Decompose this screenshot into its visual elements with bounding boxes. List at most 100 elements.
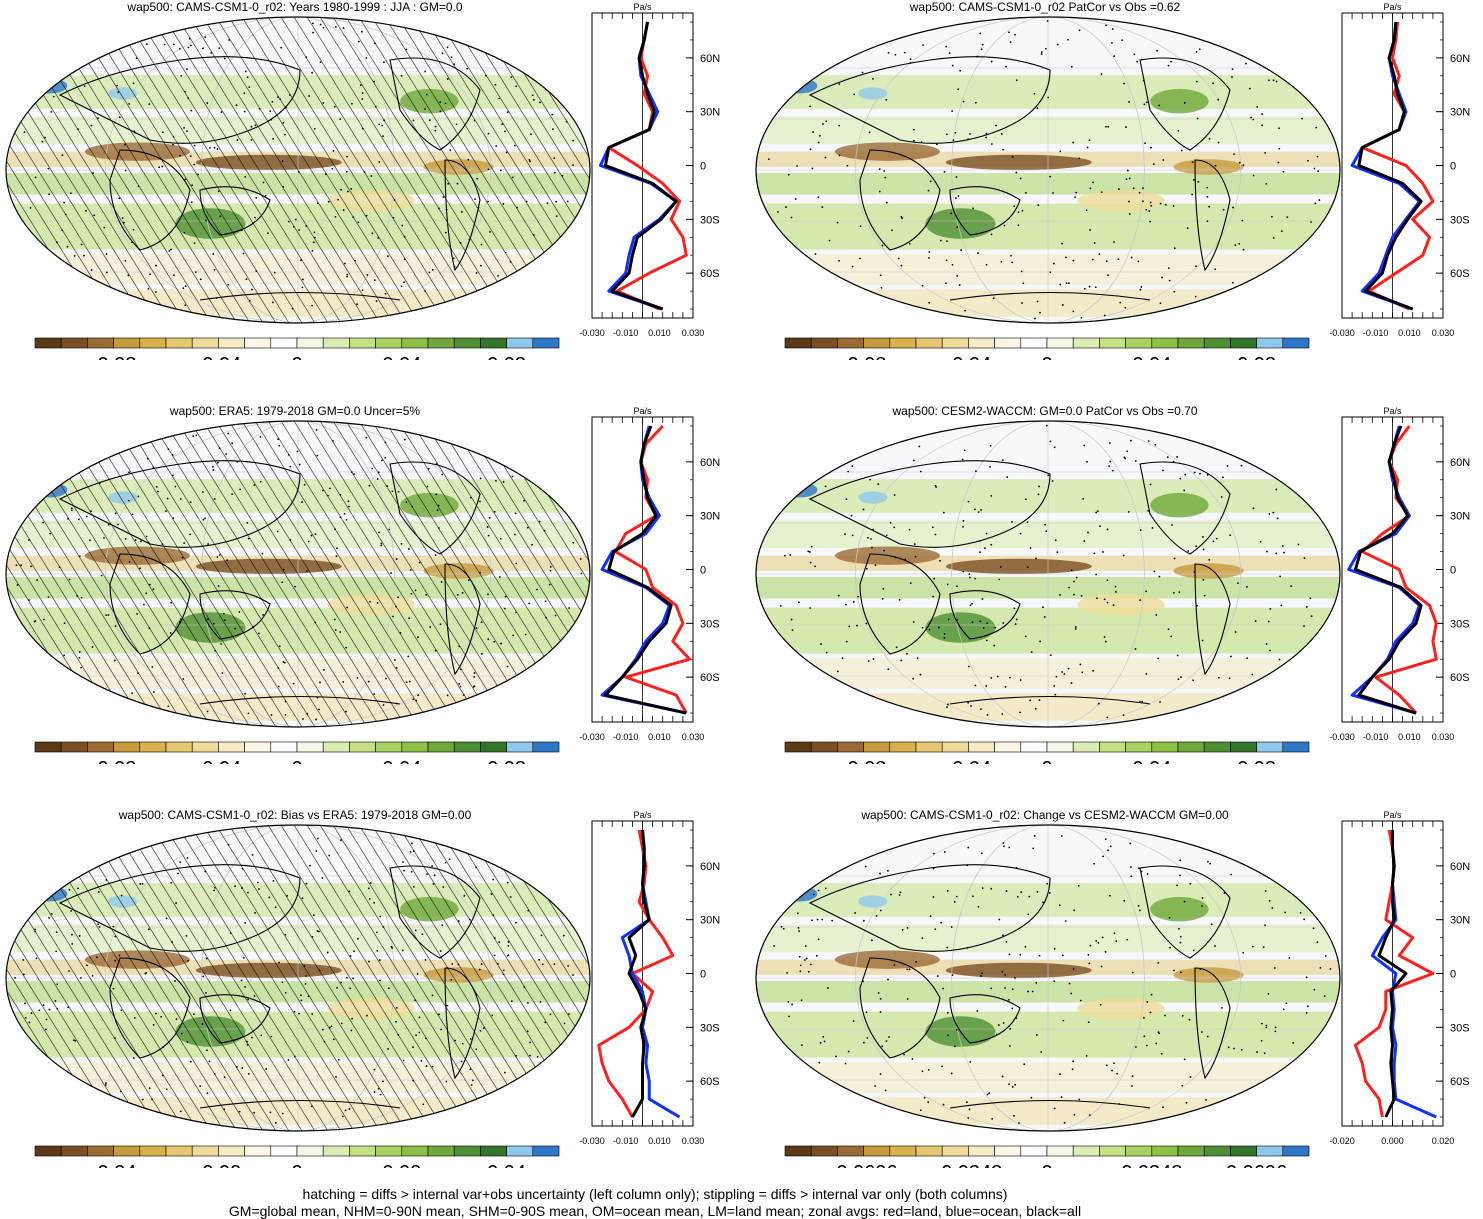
colorbar-swatch [114, 1146, 140, 1156]
stipple-dot [339, 631, 341, 633]
stipple-dot [514, 145, 516, 147]
colorbar-swatch [271, 742, 297, 752]
stipple-dot [1178, 591, 1180, 593]
stipple-dot [1116, 1073, 1118, 1075]
stipple-dot [1189, 883, 1191, 885]
stipple-dot [329, 487, 331, 489]
stipple-dot [479, 969, 481, 971]
stipple-dot [98, 891, 100, 893]
stipple-dot [817, 919, 819, 921]
stipple-dot [78, 518, 80, 520]
stipple-dot [1009, 677, 1011, 679]
y-tick-label: 0 [1450, 969, 1456, 981]
stipple-dot [933, 578, 935, 580]
stipple-dot [1078, 1099, 1080, 1101]
stipple-dot [487, 593, 489, 595]
stipple-dot [1121, 39, 1123, 41]
stipple-dot [224, 619, 226, 621]
stipple-dot [947, 890, 949, 892]
stipple-dot [1310, 221, 1312, 223]
stipple-dot [1279, 659, 1281, 661]
stipple-dot [1277, 518, 1279, 520]
stipple-dot [497, 275, 499, 277]
stipple-dot [791, 619, 793, 621]
stipple-dot [1075, 626, 1077, 628]
stipple-dot [783, 928, 785, 930]
stipple-dot [956, 226, 958, 228]
stipple-dot [344, 263, 346, 265]
stipple-dot [1173, 205, 1175, 207]
stipple-dot [168, 705, 170, 707]
stipple-dot [969, 577, 971, 579]
stipple-dot [1027, 521, 1029, 523]
stipple-dot [1177, 130, 1179, 132]
panel-bottom-right: wap500: CAMS-CSM1-0_r02: Change vs CESM2… [750, 808, 1483, 1214]
stipple-dot [529, 1042, 531, 1044]
zonal-units: Pa/s [1383, 406, 1402, 416]
stipple-dot [1037, 301, 1039, 303]
stipple-dot [506, 152, 508, 154]
stipple-dot [867, 537, 869, 539]
stipple-dot [967, 138, 969, 140]
color-feature [858, 491, 887, 503]
stipple-dot [929, 629, 931, 631]
hatch-line [0, 825, 3, 1131]
world-map [756, 17, 1340, 323]
colorbar-swatch [323, 742, 349, 752]
y-tick-label: 0 [1450, 565, 1456, 577]
stipple-dot [192, 435, 194, 437]
colorbar-label: 0.04 [487, 1162, 526, 1168]
stipple-dot [1029, 699, 1031, 701]
stipple-dot [960, 249, 962, 251]
stipple-dot [985, 133, 987, 135]
stipple-dot [412, 1046, 414, 1048]
stipple-dot [881, 1045, 883, 1047]
stipple-dot [1131, 257, 1133, 259]
stipple-dot [403, 281, 405, 283]
stipple-dot [191, 184, 193, 186]
stipple-dot [885, 99, 887, 101]
stipple-dot [991, 61, 993, 63]
stipple-dot [143, 604, 145, 606]
stipple-dot [1039, 641, 1041, 643]
stipple-dot [500, 643, 502, 645]
stipple-dot [886, 202, 888, 204]
stipple-dot [1142, 200, 1144, 202]
stipple-dot [1306, 606, 1308, 608]
stipple-dot [1101, 191, 1103, 193]
stipple-dot [838, 83, 840, 85]
stipple-dot [380, 543, 382, 545]
stipple-dot [1125, 126, 1127, 128]
stipple-dot [119, 116, 121, 118]
stipple-dot [187, 960, 189, 962]
stipple-dot [1027, 991, 1029, 993]
stipple-dot [213, 469, 215, 471]
stipple-dot [311, 1013, 313, 1015]
stipple-dot [1231, 76, 1233, 78]
stipple-dot [1070, 993, 1072, 995]
stipple-dot [1123, 555, 1125, 557]
stipple-dot [532, 94, 534, 96]
stipple-dot [1139, 910, 1141, 912]
colorbar-swatch [35, 338, 61, 348]
stipple-dot [139, 883, 141, 885]
stipple-dot [226, 559, 228, 561]
stipple-dot [857, 596, 859, 598]
stipple-dot [411, 593, 413, 595]
stipple-dot [230, 1009, 232, 1011]
x-tick-label: -0.010 [613, 328, 639, 338]
stipple-dot [1054, 694, 1056, 696]
stipple-dot [471, 1084, 473, 1086]
stipple-dot [1264, 924, 1266, 926]
stipple-dot [907, 998, 909, 1000]
stipple-dot [1130, 875, 1132, 877]
stipple-dot [899, 599, 901, 601]
stipple-dot [30, 207, 32, 209]
stipple-dot [1020, 891, 1022, 893]
stipple-dot [514, 534, 516, 536]
stipple-dot [1130, 440, 1132, 442]
zonal-units: Pa/s [633, 810, 652, 820]
stipple-dot [880, 910, 882, 912]
stipple-dot [1318, 199, 1320, 201]
stipple-dot [225, 453, 227, 455]
